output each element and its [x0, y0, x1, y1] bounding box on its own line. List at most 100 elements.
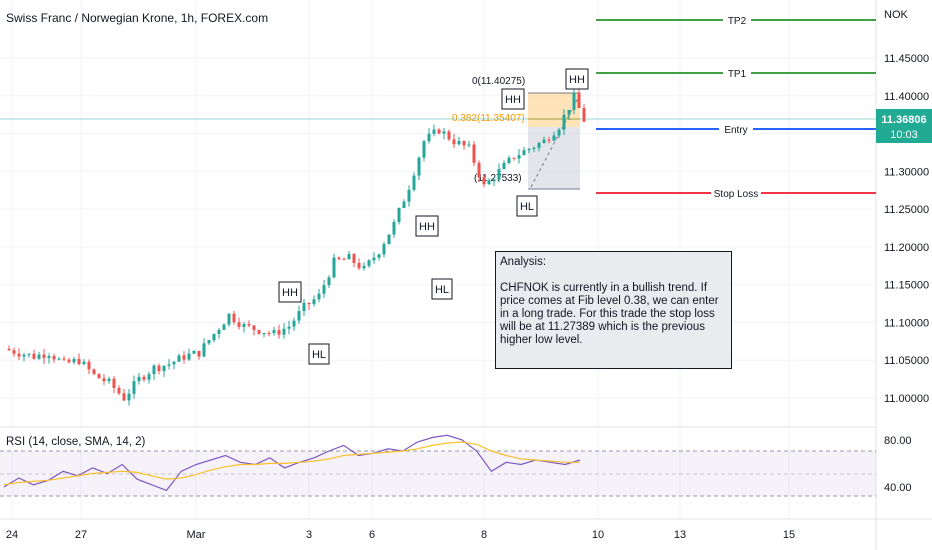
- candle-body: [177, 355, 181, 362]
- price-tick: 11.10000: [884, 317, 929, 329]
- candle-body: [87, 361, 91, 370]
- candle-body: [167, 364, 171, 366]
- entry-label: Entry: [724, 125, 747, 136]
- price-axis[interactable]: 11.4500011.4000011.3500011.3000011.25000…: [884, 53, 929, 405]
- price-tick: 11.40000: [884, 91, 929, 103]
- candle-body: [312, 299, 316, 305]
- rsi-tick-40: 40.00: [884, 482, 912, 494]
- candle-body: [172, 361, 176, 365]
- price-tick: 11.20000: [884, 242, 929, 254]
- candle-body: [212, 333, 216, 341]
- candlestick-series: [7, 87, 586, 406]
- svg-text:HL: HL: [312, 349, 326, 361]
- time-tick: 27: [75, 529, 87, 541]
- candle-body: [217, 329, 221, 334]
- candle-body: [352, 254, 356, 264]
- tp1-level[interactable]: TP1: [596, 65, 876, 81]
- candle-body: [527, 149, 531, 151]
- candle-body: [442, 131, 446, 134]
- last-price-value: 11.36806: [881, 114, 926, 126]
- candle-body: [57, 358, 61, 360]
- annotation-hh-1: HH: [278, 281, 302, 303]
- candle-body: [472, 144, 476, 163]
- time-tick: 10: [592, 529, 604, 541]
- candle-body: [132, 381, 136, 394]
- price-tick: 11.15000: [884, 280, 929, 292]
- candle-body: [197, 350, 201, 357]
- candle-body: [152, 365, 156, 375]
- candle-body: [162, 365, 166, 371]
- candle-body: [582, 107, 586, 122]
- candle-body: [342, 259, 346, 261]
- fib-trend-line: [530, 97, 579, 188]
- fib-label-382: 0.382(11.35407): [452, 113, 525, 124]
- candle-body: [192, 350, 196, 354]
- candle-body: [262, 333, 266, 335]
- candle-body: [372, 257, 376, 261]
- candle-body: [272, 330, 276, 334]
- candle-body: [187, 353, 191, 360]
- candle-body: [67, 359, 71, 363]
- entry-level[interactable]: Entry: [596, 121, 876, 137]
- svg-text:HH: HH: [282, 287, 298, 299]
- fib-label-0: 0(11.40275): [472, 76, 525, 87]
- candle-body: [517, 155, 521, 159]
- annotation-hh-4: HH: [565, 68, 589, 90]
- candle-body: [302, 302, 306, 312]
- candle-body: [397, 208, 401, 223]
- candle-body: [242, 324, 246, 327]
- rsi-pane[interactable]: RSI (14, close, SMA, 14, 2) 80.00 40.00: [0, 434, 912, 497]
- candle-body: [367, 260, 371, 266]
- candle-body: [72, 359, 76, 363]
- candle-body: [322, 285, 326, 294]
- time-tick: 6: [369, 529, 375, 541]
- candle-body: [357, 263, 361, 269]
- candle-body: [257, 330, 261, 334]
- candle-body: [77, 359, 81, 365]
- analysis-note: Analysis: CHFNOK is currently in a bulli…: [495, 251, 732, 369]
- stop-loss-label-bg: [711, 185, 761, 201]
- time-axis[interactable]: 24 27 Mar 3 6 8 10 13 15: [6, 529, 795, 541]
- svg-text:HL: HL: [520, 201, 534, 213]
- stop-loss-level[interactable]: Stop Loss: [596, 185, 876, 201]
- candle-body: [392, 222, 396, 235]
- candle-body: [572, 92, 576, 110]
- candle-body: [7, 348, 11, 351]
- candle-body: [117, 387, 121, 394]
- candle-body: [62, 358, 66, 360]
- svg-text:HH: HH: [569, 74, 585, 86]
- candle-body: [422, 141, 426, 158]
- currency-label: NOK: [884, 9, 909, 21]
- tp1-label-bg: [723, 65, 751, 81]
- candle-body: [327, 277, 331, 286]
- candle-body: [227, 313, 231, 325]
- candle-body: [532, 147, 536, 150]
- time-tick: Mar: [187, 529, 206, 541]
- candle-body: [42, 354, 46, 359]
- candle-body: [277, 330, 281, 335]
- candle-body: [562, 114, 566, 130]
- candle-body: [12, 350, 16, 354]
- rsi-tick-80: 80.00: [884, 435, 912, 447]
- candle-body: [82, 361, 86, 365]
- stop-loss-label: Stop Loss: [714, 189, 758, 200]
- rsi-line: [3, 434, 581, 492]
- candle-body: [237, 322, 241, 327]
- candle-body: [287, 326, 291, 329]
- chart-title: Swiss Franc / Norwegian Krone, 1h, FOREX…: [6, 11, 268, 25]
- candle-body: [52, 356, 56, 360]
- candle-body: [122, 393, 126, 401]
- candle-body: [512, 157, 516, 159]
- candle-body: [97, 373, 101, 379]
- rsi-sma-line: [3, 441, 580, 486]
- price-tick: 11.00000: [884, 393, 929, 405]
- candle-body: [222, 324, 226, 330]
- candle-body: [17, 353, 21, 357]
- candle-body: [497, 169, 501, 180]
- price-tick: 11.30000: [884, 166, 929, 178]
- candle-body: [412, 175, 416, 190]
- tp2-level[interactable]: TP2: [596, 12, 876, 28]
- candle-body: [477, 162, 481, 178]
- annotation-hl-3: HL: [516, 195, 538, 217]
